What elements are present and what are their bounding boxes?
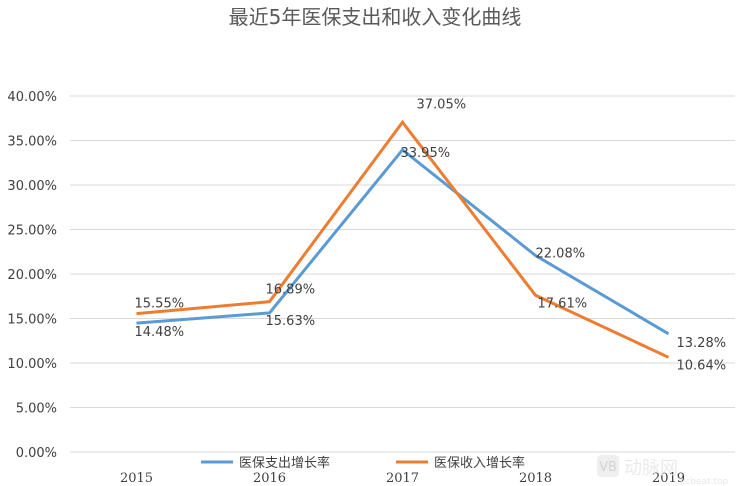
chart-title: 最近5年医保支出和收入变化曲线: [229, 5, 522, 29]
legend-label: 医保支出增长率: [239, 455, 330, 471]
y-tick-label: 40.00%: [7, 90, 57, 105]
data-labels: 14.48% 15.63% 33.95% 22.08% 13.28% 15.55% 16.8…: [135, 97, 727, 373]
data-label: 22.08%: [536, 246, 586, 261]
data-label: 33.95%: [401, 146, 451, 161]
x-tick-label: 2018: [519, 471, 552, 486]
data-label: 10.64%: [677, 358, 727, 373]
x-tick-label: 2015: [120, 471, 153, 486]
y-tick-label: 10.00%: [7, 357, 57, 372]
y-tick-label: 0.00%: [16, 446, 57, 461]
watermark-subtext: vcbeat.top: [680, 477, 728, 486]
vb-logo-icon: VB: [597, 455, 619, 477]
y-tick-label: 30.00%: [7, 179, 57, 194]
legend-label: 医保收入增长率: [434, 455, 525, 471]
svg-text:VB: VB: [599, 460, 617, 475]
legend: 医保支出增长率 医保收入增长率: [201, 455, 525, 471]
data-label: 16.89%: [266, 283, 316, 298]
series-line-1: [136, 147, 670, 336]
series-line-2: [136, 119, 670, 359]
data-label: 14.48%: [135, 325, 185, 340]
x-tick-label: 2019: [652, 471, 685, 486]
data-label: 17.61%: [538, 296, 588, 311]
data-label: 15.63%: [266, 314, 316, 329]
y-tick-label: 5.00%: [16, 402, 57, 417]
watermark: VB 动脉网 vcbeat.top: [597, 455, 728, 486]
watermark-text: 动脉网: [624, 458, 678, 479]
y-tick-label: 25.00%: [7, 224, 57, 239]
y-tick-label: 15.00%: [7, 313, 57, 328]
y-tick-label: 35.00%: [7, 135, 57, 150]
y-axis-ticks: 0.00% 5.00% 10.00% 15.00% 20.00% 25.00% 30.00%…: [7, 90, 57, 461]
data-label: 37.05%: [417, 97, 467, 112]
data-label: 13.28%: [677, 336, 727, 351]
x-tick-label: 2016: [253, 471, 286, 486]
data-label: 15.55%: [135, 297, 185, 312]
y-tick-label: 20.00%: [7, 268, 57, 283]
x-axis-ticks: 2015 2016 2017 2018 2019: [120, 471, 685, 486]
series-lines: [136, 119, 670, 359]
x-tick-label: 2017: [386, 471, 419, 486]
